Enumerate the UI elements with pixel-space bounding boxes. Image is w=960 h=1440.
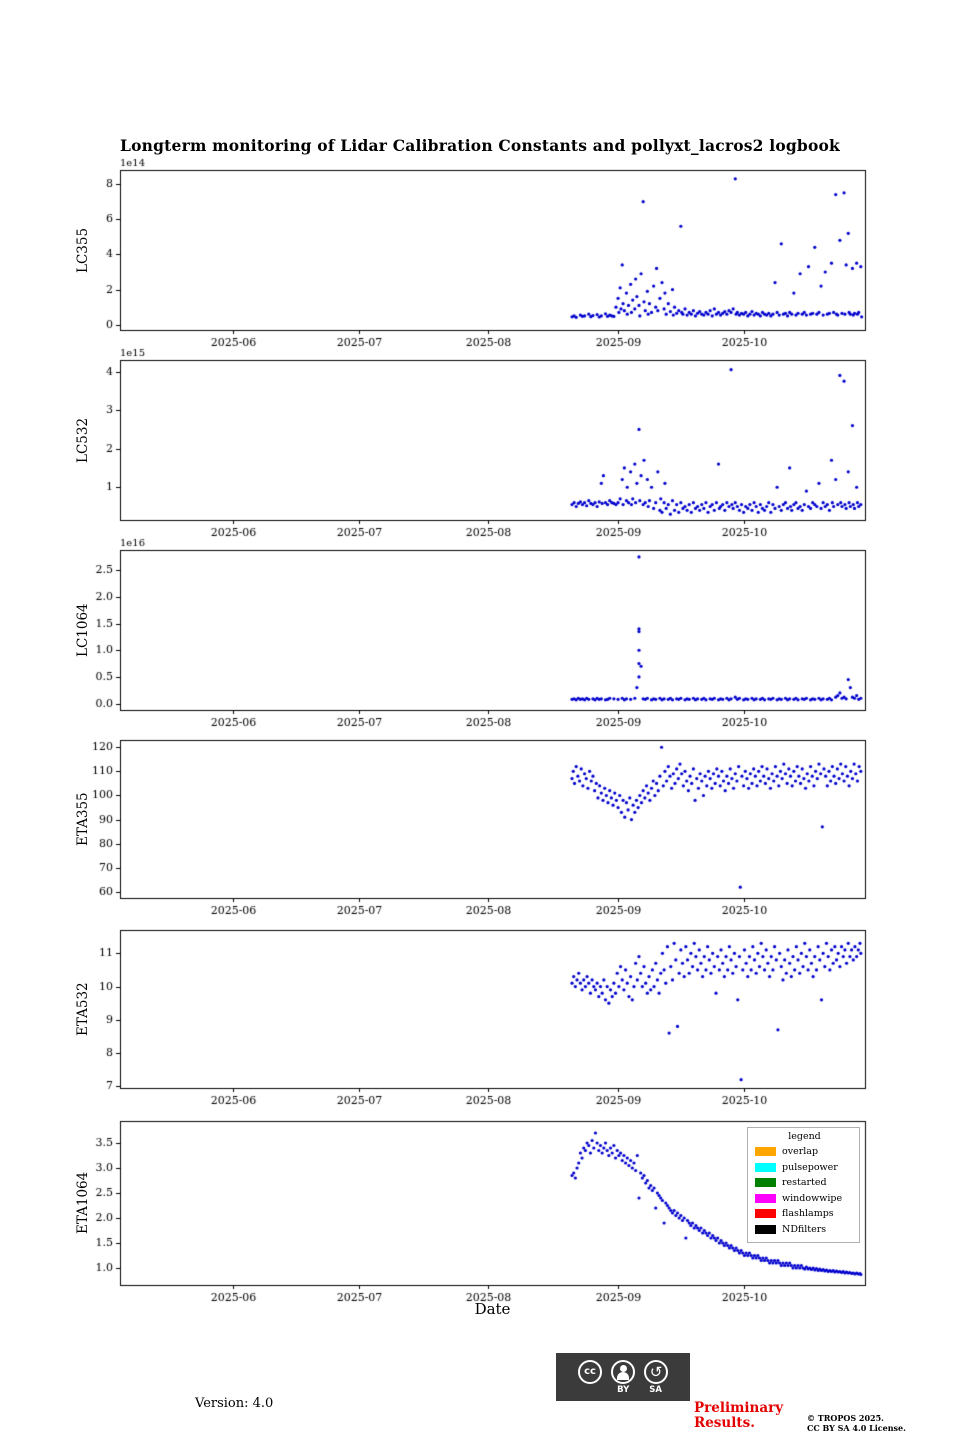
legend-label: pulsepower — [782, 1161, 838, 1173]
legend-swatch-windowwipe — [755, 1193, 776, 1203]
cc-by-label: BY — [617, 1384, 630, 1395]
ylabel-eta1064: ETA1064 — [75, 1171, 91, 1235]
ylabel-eta355: ETA355 — [75, 792, 91, 846]
legend-swatch-pulsepower — [755, 1162, 776, 1172]
ylabel-lc1064: LC1064 — [75, 603, 91, 657]
legend-label: NDfilters — [782, 1223, 827, 1235]
legend-label: overlap — [782, 1146, 819, 1158]
version-text: Version: 4.0 — [195, 1396, 274, 1411]
x-axis-title: Date — [474, 1300, 511, 1318]
legend-item-overlap: overlap — [755, 1144, 854, 1160]
legend-item-pulsepower: pulsepower — [755, 1160, 854, 1176]
copyright-note: © TROPOS 2025. CC BY SA 4.0 License. — [807, 1413, 906, 1433]
preliminary-results-note: Preliminary Results. — [694, 1401, 783, 1431]
legend-swatch-flashlamps — [755, 1209, 776, 1219]
cc-badge-icons: cc ↺ — [578, 1359, 668, 1384]
sharealike-arrow-icon: ↺ — [644, 1359, 668, 1384]
ylabel-lc532: LC532 — [75, 417, 91, 463]
legend-label: windowwipe — [782, 1192, 843, 1204]
legend-swatch-overlap — [755, 1147, 776, 1157]
legend-swatch-restarted — [755, 1178, 776, 1188]
legend-item-restarted: restarted — [755, 1175, 854, 1191]
ylabel-eta532: ETA532 — [75, 982, 91, 1036]
preliminary-line1: Preliminary — [694, 1400, 784, 1416]
cc-sa-label: SA — [649, 1384, 662, 1395]
cc-logo-icon: cc — [578, 1359, 602, 1384]
legend-label: restarted — [782, 1177, 827, 1189]
legend-item-ndfilters: NDfilters — [755, 1222, 854, 1238]
copyright-line1: © TROPOS 2025. — [807, 1413, 884, 1423]
legend-title: legend — [788, 1131, 821, 1142]
cc-badge-labels: BY SA — [617, 1385, 662, 1395]
ylabel-lc355: LC355 — [75, 227, 91, 273]
cc-license-badge: cc ↺ BY SA — [556, 1353, 690, 1401]
legend: legend overlap pulsepower restarted wind… — [747, 1127, 860, 1243]
figure-title: Longterm monitoring of Lidar Calibration… — [120, 136, 840, 155]
legend-item-flashlamps: flashlamps — [755, 1206, 854, 1222]
copyright-line2: CC BY SA 4.0 License. — [807, 1423, 906, 1433]
attribution-person-icon — [611, 1359, 635, 1384]
legend-label: flashlamps — [782, 1208, 834, 1220]
legend-item-windowwipe: windowwipe — [755, 1191, 854, 1207]
preliminary-line2: Results. — [694, 1415, 755, 1431]
legend-swatch-ndfilters — [755, 1224, 776, 1234]
